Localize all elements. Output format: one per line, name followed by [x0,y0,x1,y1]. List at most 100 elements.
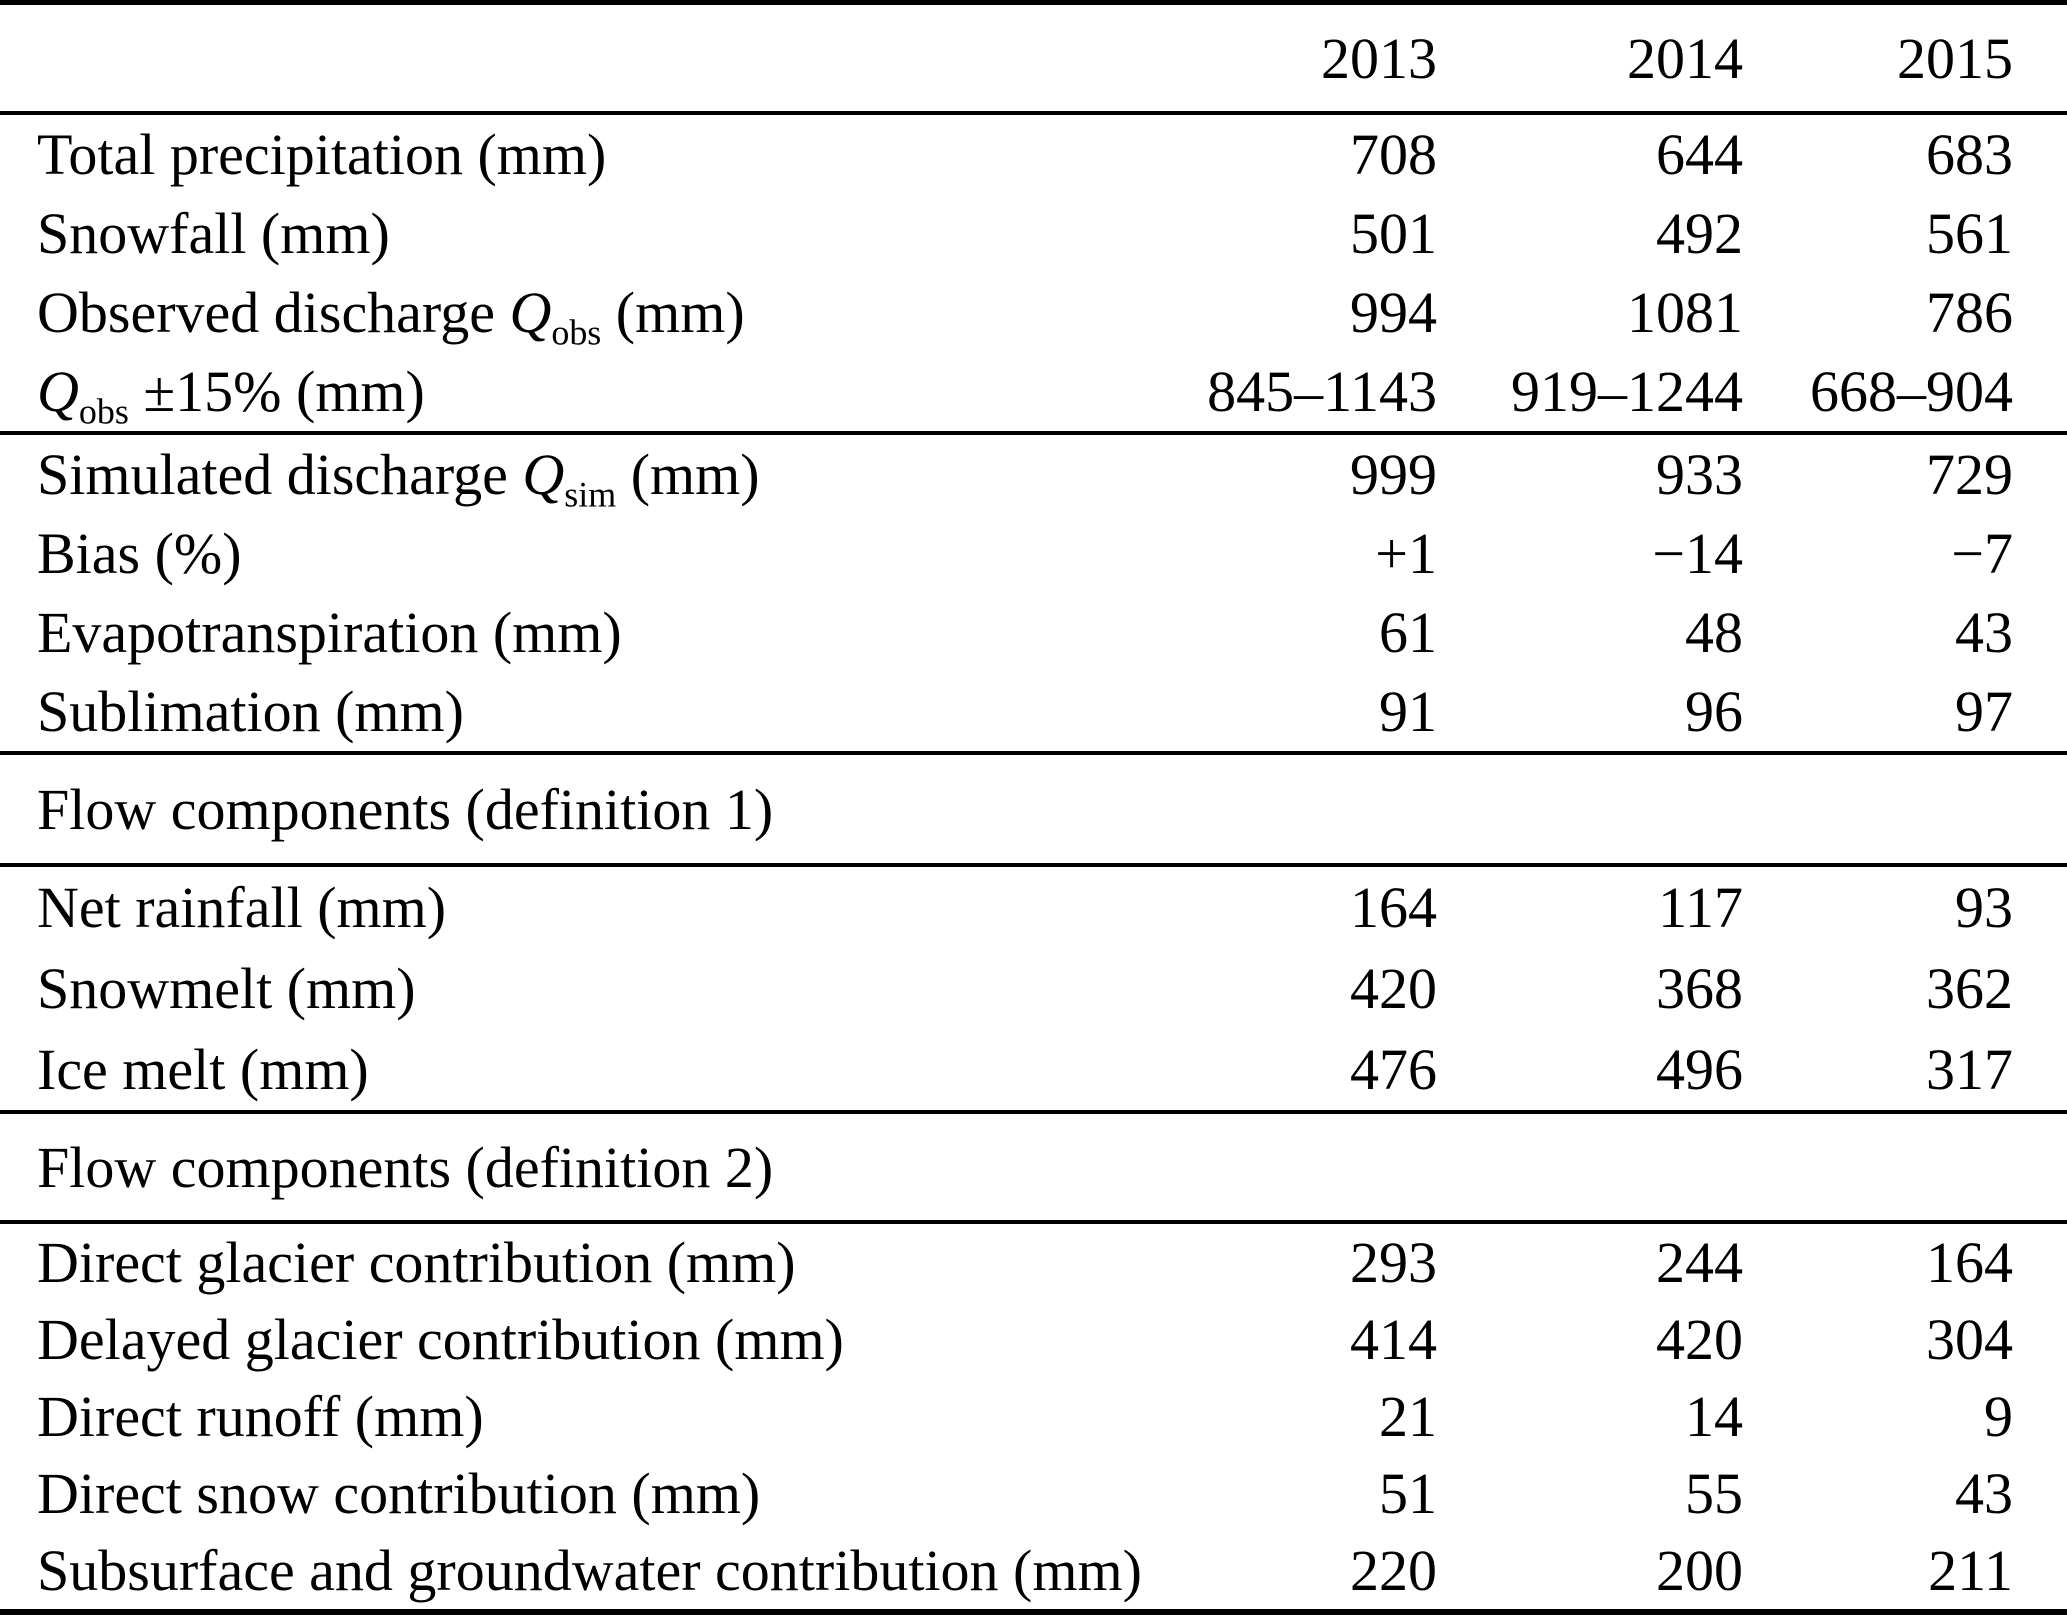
value-cell-2013: 994 [1350,280,1437,345]
row-label: Direct runoff (mm) [37,1384,484,1449]
row-label: Simulated discharge Qsim (mm) [37,442,760,515]
table-header-row: 2013 2014 2015 [0,5,2067,111]
value-cell-2013: 51 [1379,1461,1437,1526]
value-cell-2014: 933 [1656,442,1743,507]
value-cell-2014: 55 [1685,1461,1743,1526]
row-label: Ice melt (mm) [37,1037,369,1102]
value-cell-2015: 683 [1926,122,2013,187]
row-label: Net rainfall (mm) [37,875,447,940]
value-cell-2014: 244 [1656,1230,1743,1295]
value-cell-2015: 786 [1926,280,2013,345]
value-cell-2015: 668–904 [1810,359,2013,424]
value-cell-2015: 317 [1926,1037,2013,1102]
row-label: Bias (%) [37,521,242,586]
value-cell-2014: 496 [1656,1037,1743,1102]
value-cell-2013: 999 [1350,442,1437,507]
row-label: Delayed glacier contribution (mm) [37,1307,844,1372]
table-row: Direct runoff (mm) 21 14 9 [0,1378,2067,1455]
header-rule [0,111,2067,115]
value-cell-2013: +1 [1375,521,1437,586]
value-cell-2014: 420 [1656,1307,1743,1372]
header-year-2014: 2014 [1627,25,1743,91]
value-cell-2013: 476 [1350,1037,1437,1102]
table-row: Total precipitation (mm) 708 644 683 [0,115,2067,194]
row-label: Qobs ±15% (mm) [37,359,425,432]
value-cell-2015: 164 [1926,1230,2013,1295]
value-cell-2014: 368 [1656,956,1743,1021]
header-year-2013: 2013 [1321,25,1437,91]
variable-subscript: sim [564,474,617,515]
table-row: Net rainfall (mm) 164 117 93 [0,867,2067,948]
variable-symbol: Q [509,280,552,345]
value-cell-2015: −7 [1951,521,2013,586]
value-cell-2015: 362 [1926,956,2013,1021]
section-rule [0,863,2067,867]
value-cell-2015: 93 [1955,875,2013,940]
value-cell-2015: 43 [1955,600,2013,665]
value-cell-2015: 561 [1926,201,2013,266]
value-cell-2014: 644 [1656,122,1743,187]
value-cell-2013: 220 [1350,1538,1437,1603]
value-cell-2014: 200 [1656,1538,1743,1603]
value-cell-2013: 164 [1350,875,1437,940]
row-label: Direct snow contribution (mm) [37,1461,761,1526]
table-row: Ice melt (mm) 476 496 317 [0,1029,2067,1110]
table-row: Delayed glacier contribution (mm) 414 420 3… [0,1301,2067,1378]
section-header-row: Flow components (definition 2) [0,1114,2067,1220]
value-cell-2013: 420 [1350,956,1437,1021]
section-rule [0,431,2067,435]
variable-subscript: obs [551,312,602,353]
table-row: Observed discharge Qobs (mm) 994 1081 786 [0,273,2067,352]
value-cell-2013: 501 [1350,201,1437,266]
table-bottom-rule [0,1609,2067,1615]
value-cell-2015: 211 [1928,1538,2013,1603]
table-row: Direct glacier contribution (mm) 293 244 16… [0,1224,2067,1301]
row-label: Subsurface and groundwater contribution … [37,1538,1142,1603]
value-cell-2014: −14 [1652,521,1743,586]
table-row: Sublimation (mm) 91 96 97 [0,672,2067,751]
value-cell-2015: 9 [1984,1384,2013,1449]
row-label: Total precipitation (mm) [37,122,607,187]
table-row: Qobs ±15% (mm) 845–1143 919–1244 668–904 [0,352,2067,431]
value-cell-2015: 97 [1955,679,2013,744]
value-cell-2015: 729 [1926,442,2013,507]
value-cell-2014: 919–1244 [1511,359,1743,424]
table-body: Total precipitation (mm) 708 644 683 Snowfal… [0,115,2067,1615]
section-rule [0,1220,2067,1224]
value-cell-2015: 304 [1926,1307,2013,1372]
table-row: Evapotranspiration (mm) 61 48 43 [0,593,2067,672]
value-cell-2013: 293 [1350,1230,1437,1295]
value-cell-2013: 845–1143 [1207,359,1437,424]
value-cell-2013: 21 [1379,1384,1437,1449]
table-row: Direct snow contribution (mm) 51 55 43 [0,1455,2067,1532]
value-cell-2015: 43 [1955,1461,2013,1526]
table-row: Bias (%) +1 −14 −7 [0,514,2067,593]
value-cell-2014: 492 [1656,201,1743,266]
header-year-2015: 2015 [1897,25,2013,91]
value-cell-2014: 14 [1685,1384,1743,1449]
section-header-label: Flow components (definition 1) [37,776,774,842]
table-row: Simulated discharge Qsim (mm) 999 933 729 [0,435,2067,514]
section-rule [0,1110,2067,1114]
row-label: Evapotranspiration (mm) [37,600,622,665]
value-cell-2013: 91 [1379,679,1437,744]
variable-subscript: obs [78,391,129,432]
row-label: Sublimation (mm) [37,679,464,744]
section-header-row: Flow components (definition 1) [0,755,2067,863]
table-row: Snowmelt (mm) 420 368 362 [0,948,2067,1029]
row-label: Snowmelt (mm) [37,956,416,1021]
value-cell-2013: 61 [1379,600,1437,665]
value-cell-2013: 414 [1350,1307,1437,1372]
value-cell-2014: 117 [1658,875,1743,940]
row-label: Snowfall (mm) [37,201,390,266]
value-cell-2013: 708 [1350,122,1437,187]
value-cell-2014: 48 [1685,600,1743,665]
section-header-label: Flow components (definition 2) [37,1134,774,1200]
section-rule [0,751,2067,755]
value-cell-2014: 1081 [1627,280,1743,345]
table-row: Subsurface and groundwater contribution … [0,1532,2067,1609]
variable-symbol: Q [37,359,79,424]
variable-symbol: Q [522,442,565,507]
table-top-rule [0,0,2067,5]
